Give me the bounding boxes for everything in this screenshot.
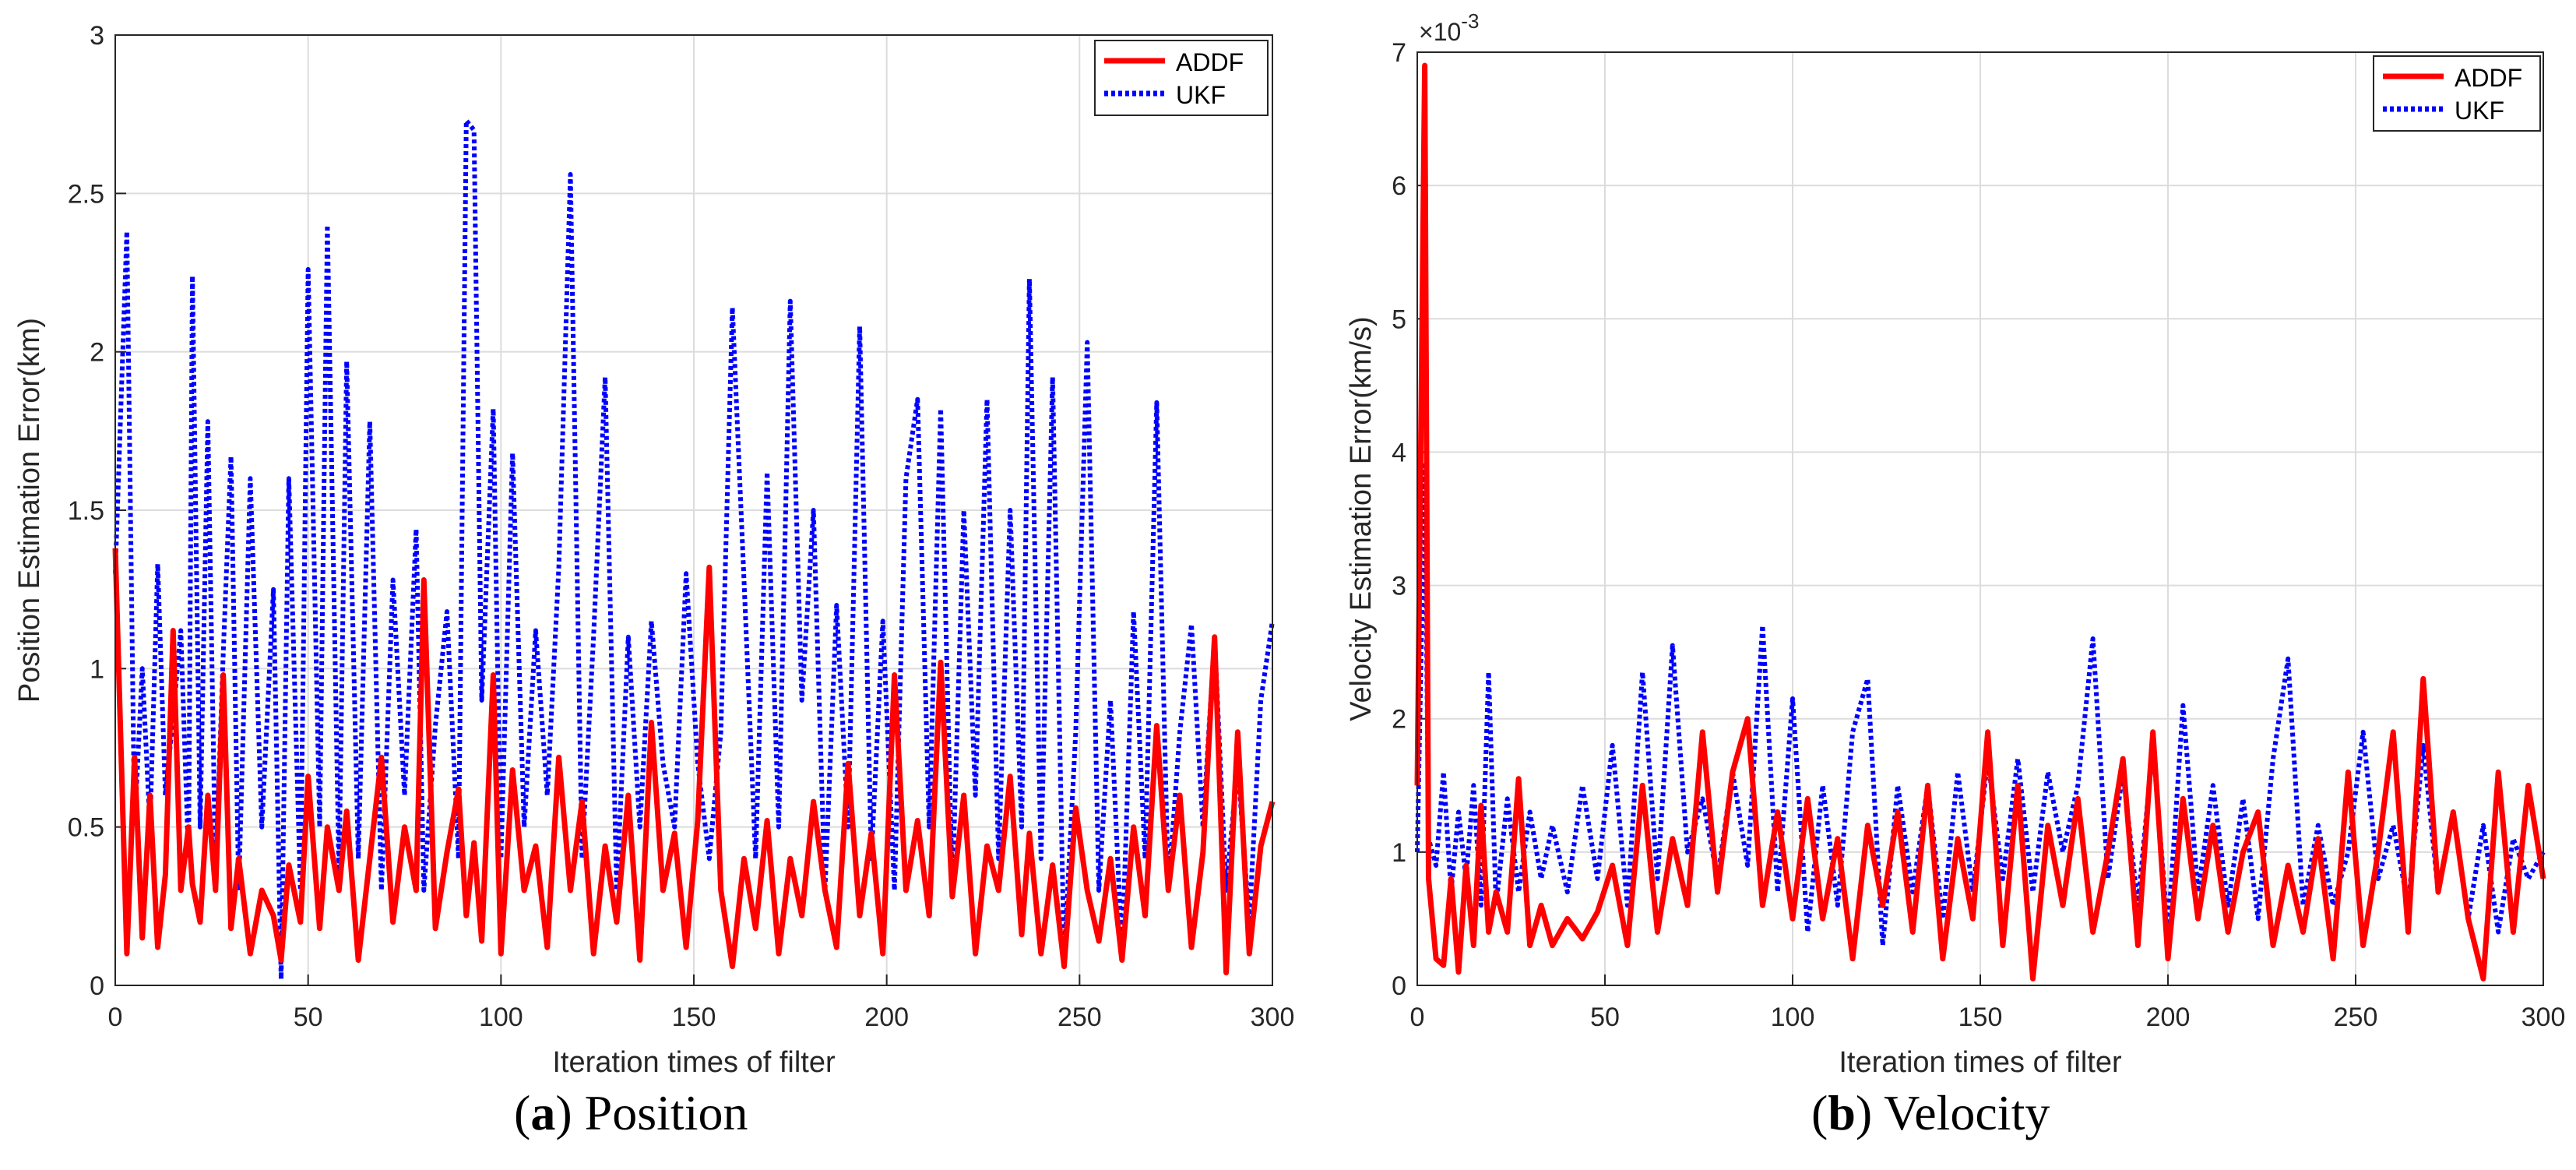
caption-velocity: (b) Velocity (1811, 1085, 2050, 1140)
series-line-addf (1414, 62, 2546, 981)
caption-text: Position (584, 1085, 748, 1140)
y-tick-label: 1.5 (68, 496, 104, 526)
y-tick-label: 6 (1392, 171, 1406, 201)
caption-text: Velocity (1884, 1085, 2050, 1140)
caption-label: a (530, 1085, 556, 1140)
x-tick-label: 100 (479, 1003, 523, 1032)
series-line-addf (112, 548, 1276, 976)
legend: ADDF UKF (2373, 55, 2541, 132)
y-tick-label: 3 (1392, 572, 1406, 601)
x-tick-label: 0 (1410, 1003, 1425, 1032)
series-layer (112, 118, 1276, 981)
y-tick-label: 3 (90, 21, 104, 51)
y-tick-label: 7 (1392, 38, 1406, 68)
caption-label: b (1828, 1085, 1856, 1140)
y-tick-label: 2.5 (68, 179, 104, 209)
x-tick-labels: 0 50 100 150 200 250 300 (1410, 1003, 2566, 1032)
legend-label-ukf: UKF (1176, 81, 1226, 109)
series-layer (1414, 62, 2546, 981)
y-tick-labels: 0 1 2 3 4 5 6 7 (1392, 38, 1406, 1001)
panel-velocity: 0 50 100 150 200 250 300 0 1 2 3 4 5 6 7 ×10-3 Iterat… (1345, 9, 2565, 1079)
x-tick-labels: 0 50 100 150 200 250 300 (108, 1003, 1295, 1032)
caption-position: (a) Position (514, 1085, 748, 1140)
legend-label-ukf: UKF (2455, 97, 2504, 125)
x-tick-label: 250 (2334, 1003, 2378, 1032)
y-tick-label: 5 (1392, 305, 1406, 334)
x-tick-label: 100 (1771, 1003, 1815, 1032)
y-axis-label: Position Estimation Error(km) (13, 318, 46, 703)
y-exponent-label: ×10-3 (1419, 9, 1479, 46)
x-tick-label: 200 (864, 1003, 909, 1032)
y-tick-labels: 0 0.5 1 1.5 2 2.5 3 (68, 21, 104, 1001)
legend-box (2373, 55, 2541, 132)
x-tick-label: 200 (2146, 1003, 2191, 1032)
legend: ADDF UKF (1094, 40, 1269, 116)
y-exponent-base: ×10 (1419, 18, 1461, 46)
legend-label-addf: ADDF (1176, 48, 1244, 76)
y-axis-label: Velocity Estimation Error(km/s) (1345, 316, 1378, 721)
plot-border (1416, 51, 2544, 986)
x-tick-label: 250 (1057, 1003, 1102, 1032)
x-tick-label: 0 (108, 1003, 123, 1032)
y-tick-label: 0 (1392, 971, 1406, 1001)
y-tick-label: 0.5 (68, 813, 104, 843)
y-tick-label: 1 (1392, 838, 1406, 868)
x-axis-label: Iteration times of filter (552, 1046, 836, 1079)
y-tick-label: 4 (1392, 438, 1406, 467)
x-tick-label: 150 (1958, 1003, 2003, 1032)
plot-border (114, 34, 1273, 986)
y-tick-label: 2 (1392, 705, 1406, 735)
legend-label-addf: ADDF (2455, 64, 2522, 92)
x-tick-label: 50 (294, 1003, 323, 1032)
x-tick-label: 300 (1251, 1003, 1295, 1032)
y-exponent-power: -3 (1461, 9, 1479, 33)
x-tick-label: 50 (1590, 1003, 1620, 1032)
x-axis-label: Iteration times of filter (1839, 1046, 2122, 1079)
series-line-ukf (113, 118, 1275, 981)
x-tick-label: 150 (672, 1003, 716, 1032)
x-tick-label: 300 (2521, 1003, 2566, 1032)
y-tick-label: 1 (90, 654, 104, 684)
legend-box (1094, 40, 1269, 116)
y-tick-label: 0 (90, 971, 104, 1001)
y-tick-label: 2 (90, 338, 104, 368)
panel-position: 0 50 100 150 200 250 300 0 0.5 1 1.5 2 2.5 3 Iterati… (13, 21, 1294, 1079)
